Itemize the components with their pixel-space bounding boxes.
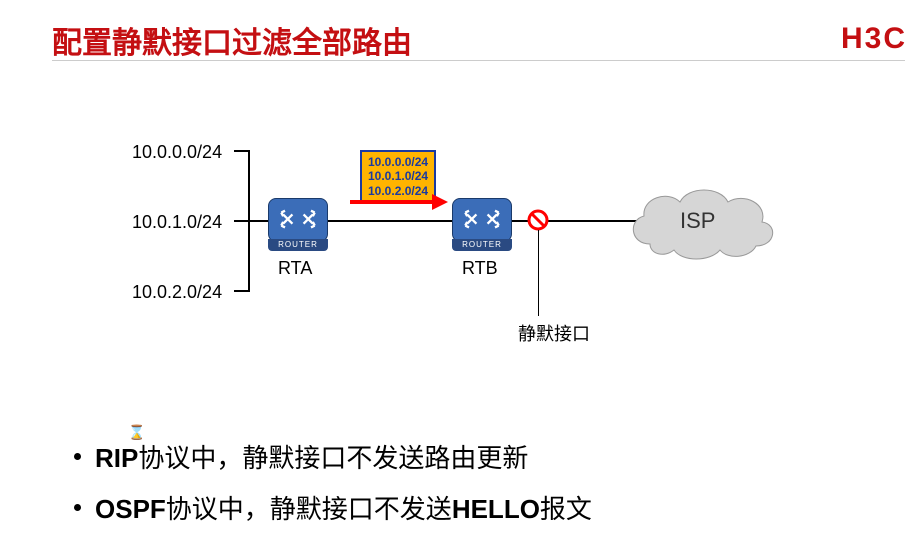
network-label-2: 10.0.2.0/24	[132, 282, 222, 303]
bullet-dot-icon	[74, 504, 81, 511]
router-rtb: ROUTER	[452, 198, 512, 242]
header: 配置静默接口过滤全部路由 H3C	[0, 8, 919, 58]
bullet-suffix: HELLO	[452, 494, 540, 524]
annotation-line	[538, 230, 539, 316]
bullet-item-rip: RIP协议中，静默接口不发送路由更新	[74, 438, 592, 475]
route-arrow-head	[432, 194, 448, 210]
router-cap-label: ROUTER	[452, 239, 512, 251]
router-icon	[279, 207, 317, 233]
bullet-prefix: RIP	[95, 443, 138, 473]
routes-advertisement-box: 10.0.0.0/24 10.0.1.0/24 10.0.2.0/24	[360, 150, 436, 203]
bullet-list: RIP协议中，静默接口不发送路由更新 OSPF协议中，静默接口不发送HELLO报…	[74, 424, 592, 526]
route-arrow-line	[350, 200, 432, 204]
router-rta: ROUTER	[268, 198, 328, 242]
silent-interface-annotation: 静默接口	[518, 320, 590, 346]
router-rta-label: RTA	[278, 258, 312, 279]
bullet-item-ospf: OSPF协议中，静默接口不发送HELLO报文	[74, 489, 592, 526]
router-rtb-label: RTB	[462, 258, 498, 279]
divider	[52, 60, 905, 61]
router-cap-label: ROUTER	[268, 239, 328, 251]
route-line-0: 10.0.0.0/24	[368, 155, 428, 169]
isp-label: ISP	[680, 208, 715, 234]
bus-tick-0	[234, 150, 248, 152]
bullet-text: 协议中，静默接口不发送路由更新	[138, 443, 528, 473]
bullet-dot-icon	[74, 453, 81, 460]
bullet-tail: 报文	[540, 494, 592, 524]
bullet-prefix: OSPF	[95, 494, 166, 524]
route-line-2: 10.0.2.0/24	[368, 184, 428, 198]
route-line-1: 10.0.1.0/24	[368, 169, 428, 183]
router-icon	[463, 207, 501, 233]
link-rta-rtb	[328, 220, 452, 222]
block-icon	[526, 208, 550, 232]
bus-tick-1	[234, 220, 248, 222]
network-label-0: 10.0.0.0/24	[132, 142, 222, 163]
bullet-text: 协议中，静默接口不发送	[166, 494, 452, 524]
network-diagram: 10.0.0.0/24 10.0.1.0/24 10.0.2.0/24 10.0…	[0, 130, 919, 360]
bus-tick-2	[234, 290, 248, 292]
page-title: 配置静默接口过滤全部路由	[52, 18, 412, 62]
link-bus-rta	[248, 220, 268, 222]
brand-logo: H3C	[841, 22, 907, 56]
network-label-1: 10.0.1.0/24	[132, 212, 222, 233]
